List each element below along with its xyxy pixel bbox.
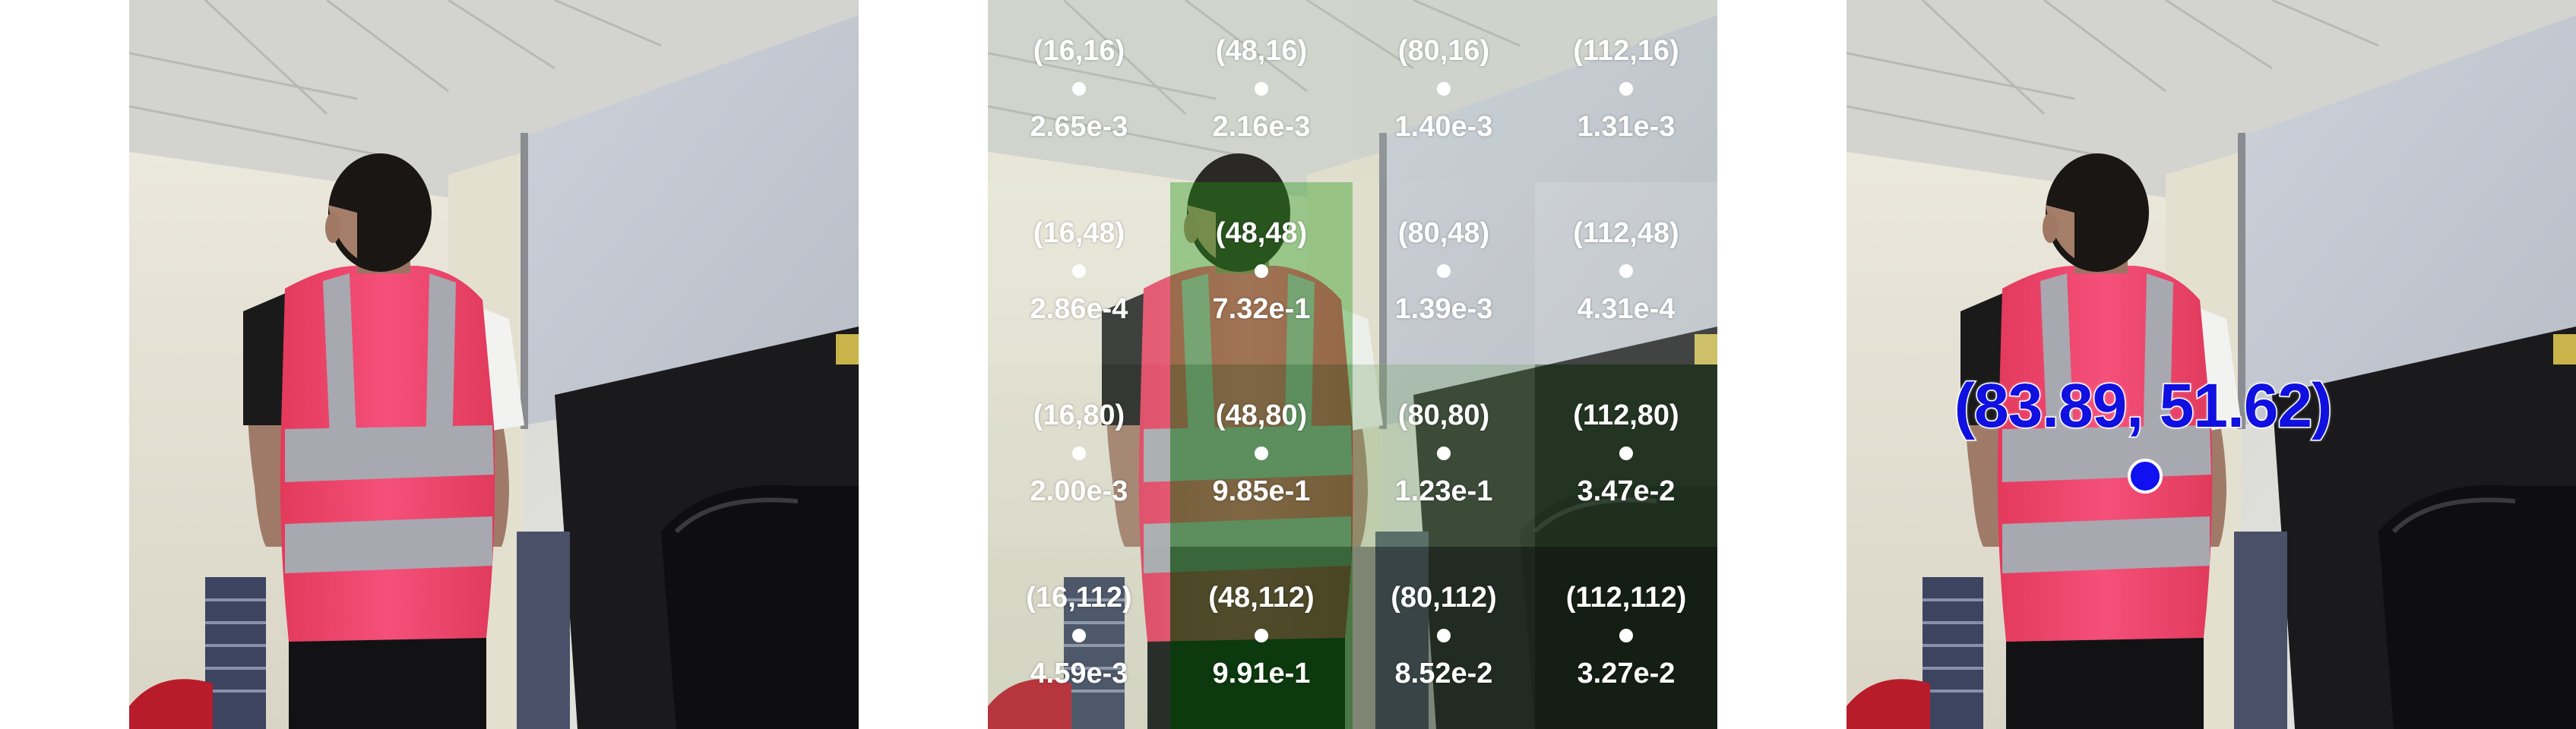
grid-cell-score: 1.39e-3 [1394, 293, 1493, 325]
grid-cell: (80,48) 1.39e-3 [1353, 182, 1535, 364]
grid-cell: (112,80) 3.47e-2 [1535, 364, 1717, 547]
grid-cell-score: 9.85e-1 [1212, 475, 1311, 507]
grid-cell-center-dot [1072, 447, 1086, 460]
grid-cell-score: 1.40e-3 [1394, 111, 1493, 143]
grid-cell: (48,112) 9.91e-1 [1170, 547, 1353, 729]
grid-cell: (48,48) 7.32e-1 [1170, 182, 1353, 364]
grid-cell-coord: (80,80) [1397, 399, 1490, 431]
grid-cell-coord: (48,16) [1215, 35, 1308, 67]
grid-cell: (80,112) 8.52e-2 [1353, 547, 1535, 729]
grid-cell: (16,16) 2.65e-3 [988, 0, 1170, 182]
grid-cell-score: 2.00e-3 [1030, 475, 1128, 507]
original-image-panel [129, 0, 859, 729]
grid-cell-center-dot [1072, 82, 1086, 96]
grid-cell: (112,112) 3.27e-2 [1535, 547, 1717, 729]
grid-cell: (16,48) 2.86e-4 [988, 182, 1170, 364]
grid-cell-coord: (112,112) [1565, 582, 1687, 614]
grid-cell-coord: (16,48) [1033, 217, 1125, 249]
grid-cell-coord: (16,80) [1033, 399, 1125, 431]
grid-cell-score: 4.59e-3 [1030, 658, 1128, 690]
grid-cell-score: 8.52e-2 [1394, 658, 1493, 690]
grid-cell-score: 1.23e-1 [1394, 475, 1493, 507]
grid-cell-coord: (48,112) [1208, 582, 1315, 614]
grid-cell-center-dot [1255, 264, 1268, 278]
grid-cell-center-dot [1619, 264, 1633, 278]
grid-cell-center-dot [1619, 82, 1633, 96]
prediction-label: (83.89, 51.62) [1953, 371, 2334, 442]
grid-cell: (48,80) 9.85e-1 [1170, 364, 1353, 547]
grid-cell-coord: (80,112) [1391, 582, 1497, 614]
grid-cell: (112,16) 1.31e-3 [1535, 0, 1717, 182]
grid-cell-coord: (80,16) [1397, 35, 1490, 67]
grid-cell-center-dot [1255, 447, 1268, 460]
grid-cell-coord: (16,16) [1033, 35, 1125, 67]
grid-cell-center-dot [1255, 629, 1268, 642]
grid-cell-coord: (16,112) [1026, 582, 1132, 614]
prediction-panel: (83.89, 51.62) [1847, 0, 2576, 729]
grid-cell-center-dot [1619, 629, 1633, 642]
grid-overlay: (16,16) 2.65e-3 (48,16) 2.16e-3 (80,16) 1.40e… [988, 0, 1717, 729]
grid-cell-score: 4.31e-4 [1577, 293, 1676, 325]
prediction-dot [2128, 459, 2163, 494]
grid-cell-center-dot [1255, 82, 1268, 96]
grid-cell-score: 9.91e-1 [1212, 658, 1311, 690]
grid-cell-coord: (112,80) [1573, 399, 1679, 431]
grid-cell-center-dot [1437, 264, 1451, 278]
grid-cell-center-dot [1619, 447, 1633, 460]
grid-cell-score: 1.31e-3 [1577, 111, 1676, 143]
grid-cell: (16,80) 2.00e-3 [988, 364, 1170, 547]
grid-cell: (80,16) 1.40e-3 [1353, 0, 1535, 182]
grid-cell-score: 2.86e-4 [1030, 293, 1128, 325]
scene-photo [1847, 0, 2576, 729]
grid-cell-center-dot [1072, 629, 1086, 642]
grid-cell-score: 7.32e-1 [1212, 293, 1311, 325]
grid-cell-coord: (48,48) [1215, 217, 1308, 249]
grid-cell: (48,16) 2.16e-3 [1170, 0, 1353, 182]
grid-cell-center-dot [1437, 82, 1451, 96]
grid-cell-score: 2.16e-3 [1212, 111, 1311, 143]
grid-cell: (112,48) 4.31e-4 [1535, 182, 1717, 364]
grid-cell-coord: (80,48) [1397, 217, 1490, 249]
grid-score-panel: (16,16) 2.65e-3 (48,16) 2.16e-3 (80,16) 1.40e… [988, 0, 1717, 729]
grid-cell-center-dot [1437, 629, 1451, 642]
grid-cell-score: 2.65e-3 [1030, 111, 1128, 143]
grid-cell-coord: (112,48) [1573, 217, 1679, 249]
grid-cell-coord: (48,80) [1215, 399, 1308, 431]
scene-photo [129, 0, 859, 729]
grid-cell-score: 3.47e-2 [1577, 475, 1676, 507]
grid-cell-center-dot [1072, 264, 1086, 278]
grid-cell: (80,80) 1.23e-1 [1353, 364, 1535, 547]
grid-cell: (16,112) 4.59e-3 [988, 547, 1170, 729]
grid-cell-coord: (112,16) [1573, 35, 1679, 67]
grid-cell-score: 3.27e-2 [1577, 658, 1676, 690]
grid-cell-center-dot [1437, 447, 1451, 460]
